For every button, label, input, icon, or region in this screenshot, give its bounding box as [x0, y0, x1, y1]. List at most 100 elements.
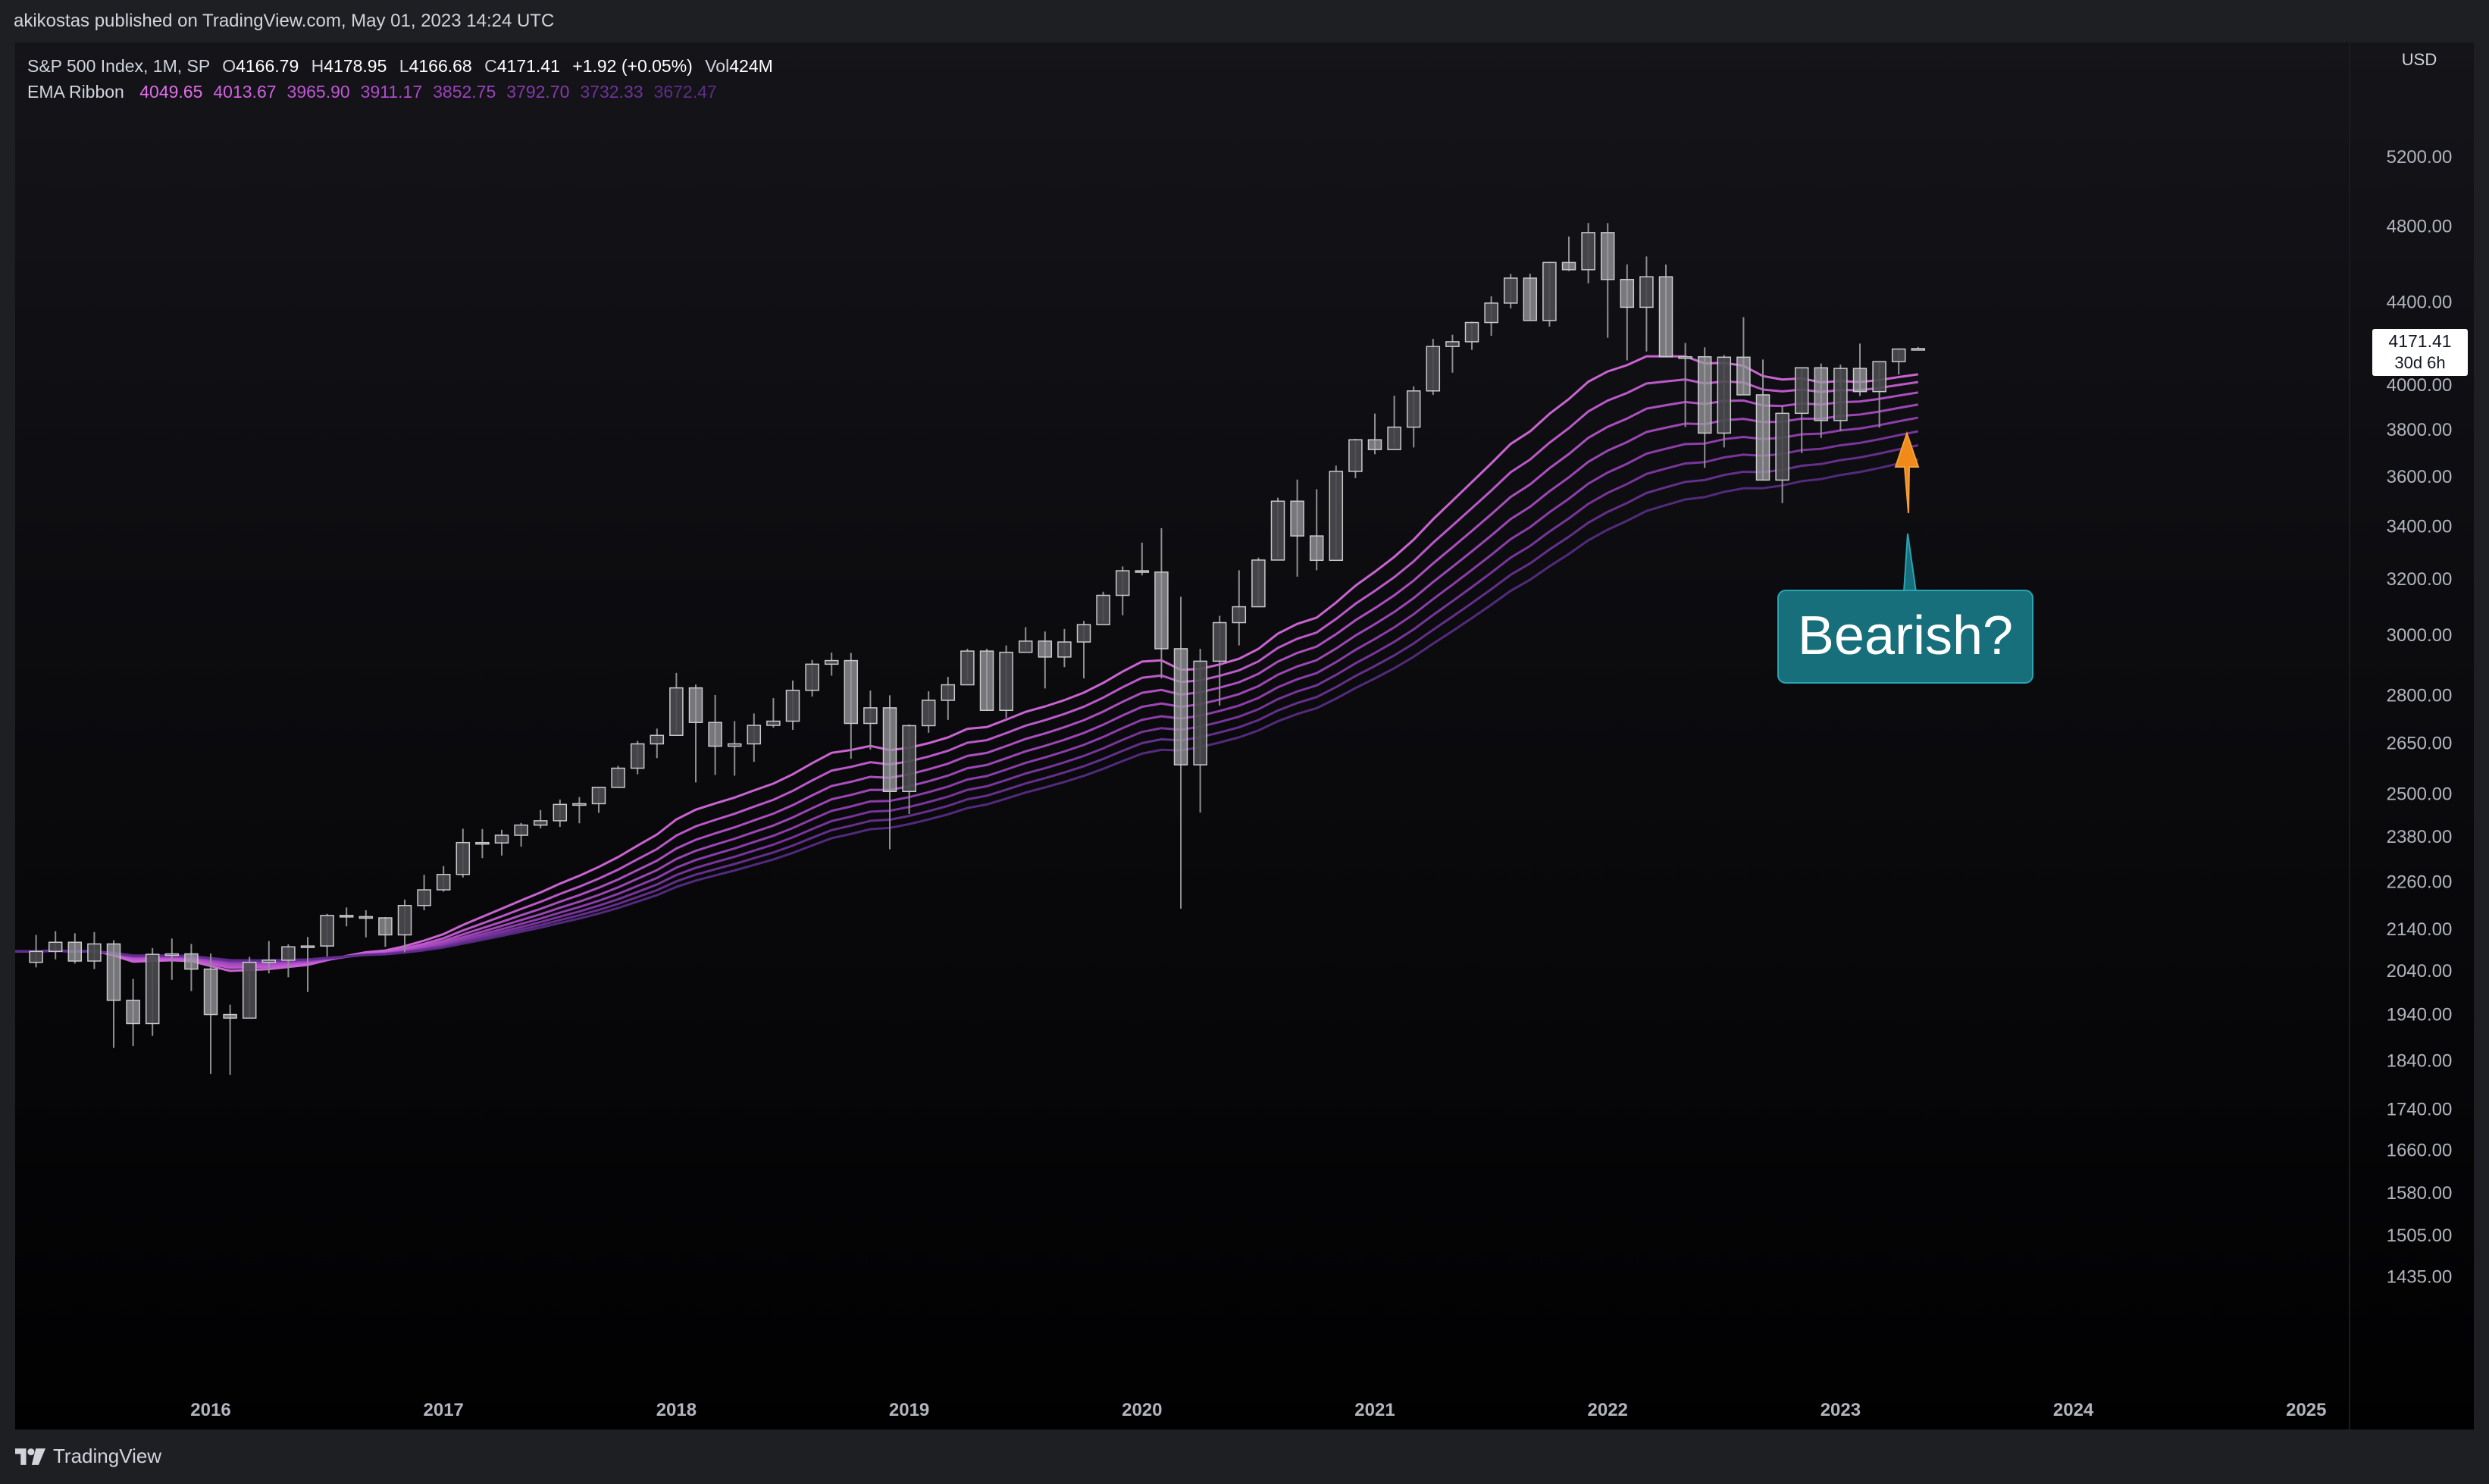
change-value: +1.92 (+0.05%) — [572, 56, 693, 76]
price-tick-label: 1660.00 — [2387, 1140, 2453, 1160]
candle-body — [1057, 641, 1072, 658]
candle-body — [553, 803, 568, 822]
candle — [1697, 347, 1712, 468]
candle — [1096, 591, 1110, 625]
price-chart[interactable]: Bearish? USD 5200.00 4800.00 4400.00 4000.0… — [15, 42, 2474, 1429]
candle — [1232, 570, 1247, 646]
candle — [203, 953, 218, 1074]
candle-body — [1018, 640, 1033, 653]
candle-body — [902, 725, 916, 793]
candle-body — [1270, 500, 1285, 561]
candle-body — [203, 968, 218, 1016]
candle-body — [921, 700, 936, 727]
candle-body — [785, 690, 800, 722]
candle — [979, 648, 994, 712]
legend-main-row: S&P 500 Index, 1M, SP O4166.79 H4178.95 … — [27, 53, 773, 79]
candle — [941, 677, 956, 720]
candle-body — [747, 725, 762, 745]
candle — [844, 653, 859, 759]
ema-value: 3911.17 — [360, 82, 423, 102]
candle-body — [223, 1013, 237, 1019]
candle-body — [1251, 559, 1266, 608]
candle-body — [1329, 471, 1344, 562]
ema-ribbon-title[interactable]: EMA Ribbon — [27, 82, 124, 102]
close-label: C — [484, 56, 497, 76]
chart-frame[interactable]: Bearish? USD 5200.00 4800.00 4400.00 4000.0… — [15, 42, 2474, 1429]
candle — [882, 695, 897, 850]
tradingview-logo-icon — [15, 1448, 45, 1465]
candle-body — [456, 841, 471, 875]
candle-body — [1600, 232, 1615, 280]
candle — [1348, 439, 1363, 478]
candle-body — [48, 941, 63, 953]
candlesticks — [29, 223, 1926, 1075]
candle-body — [630, 743, 645, 769]
time-axis[interactable]: 2016 2017 2018 2019 2020 2021 2022 2023 2024 2025 — [190, 1400, 2326, 1420]
candle-body — [126, 1000, 140, 1025]
candle — [1600, 223, 1615, 338]
candle-body — [1639, 276, 1654, 308]
candle — [378, 916, 393, 947]
annotation-group[interactable]: Bearish? — [1777, 430, 2033, 684]
candle — [708, 694, 722, 775]
price-tick-label: 4000.00 — [2387, 375, 2453, 396]
price-axis[interactable]: USD 5200.00 4800.00 4400.00 4000.00 3800.00 3… — [2387, 50, 2453, 1288]
candle — [1484, 296, 1498, 337]
candle — [1658, 265, 1673, 358]
candle-body — [533, 820, 548, 826]
candle — [1717, 355, 1732, 448]
candle — [339, 907, 354, 927]
candle-body — [1852, 368, 1868, 393]
ema-value: 3732.33 — [580, 82, 643, 102]
candle — [126, 978, 140, 1047]
price-tick-label: 4400.00 — [2387, 293, 2453, 313]
candle-body — [261, 960, 277, 963]
candle-body — [1464, 321, 1479, 343]
time-axis-label: 2016 — [190, 1400, 230, 1420]
candle-body — [1678, 355, 1692, 359]
candle-body — [1736, 356, 1751, 396]
candle — [1193, 648, 1207, 813]
candle — [514, 822, 528, 847]
time-axis-label: 2024 — [2053, 1400, 2094, 1420]
candle — [747, 713, 762, 762]
candle-body — [591, 787, 606, 805]
candle-body — [1445, 341, 1460, 347]
tradingview-logo[interactable]: TradingView — [15, 1445, 161, 1468]
candle — [1367, 413, 1382, 455]
annotation-arrow[interactable] — [1894, 430, 1920, 514]
candle — [766, 698, 781, 728]
candle-body — [1814, 367, 1829, 421]
candle — [688, 684, 703, 783]
candle — [1891, 348, 1906, 375]
candle-body — [1484, 302, 1498, 324]
candle — [785, 680, 800, 730]
candle — [1270, 497, 1285, 561]
candle-body — [669, 687, 684, 737]
candle — [1523, 274, 1538, 321]
candle-body — [1717, 356, 1732, 434]
candle — [1678, 343, 1692, 427]
callout-box[interactable] — [1777, 590, 2033, 684]
candle-body — [1620, 278, 1635, 308]
candle-body — [475, 841, 490, 845]
candle-body — [1212, 621, 1227, 662]
candle-body — [844, 659, 859, 725]
candle — [1736, 317, 1751, 396]
candle-body — [863, 707, 878, 725]
price-tick-label: 2800.00 — [2387, 685, 2453, 706]
candle — [1309, 489, 1324, 571]
candle — [1581, 223, 1595, 283]
candle-body — [1154, 571, 1169, 650]
candle-body — [281, 946, 296, 961]
price-tick-label: 2380.00 — [2387, 827, 2453, 847]
candle — [494, 829, 509, 856]
candle-body — [1173, 648, 1188, 765]
candle-body — [358, 916, 374, 919]
candle — [1833, 365, 1848, 431]
candle — [1794, 367, 1809, 453]
candle-body — [164, 953, 180, 956]
symbol-title[interactable]: S&P 500 Index, 1M, SP — [27, 56, 210, 76]
price-tick-label: 2500.00 — [2387, 784, 2453, 804]
candle — [145, 947, 160, 1036]
